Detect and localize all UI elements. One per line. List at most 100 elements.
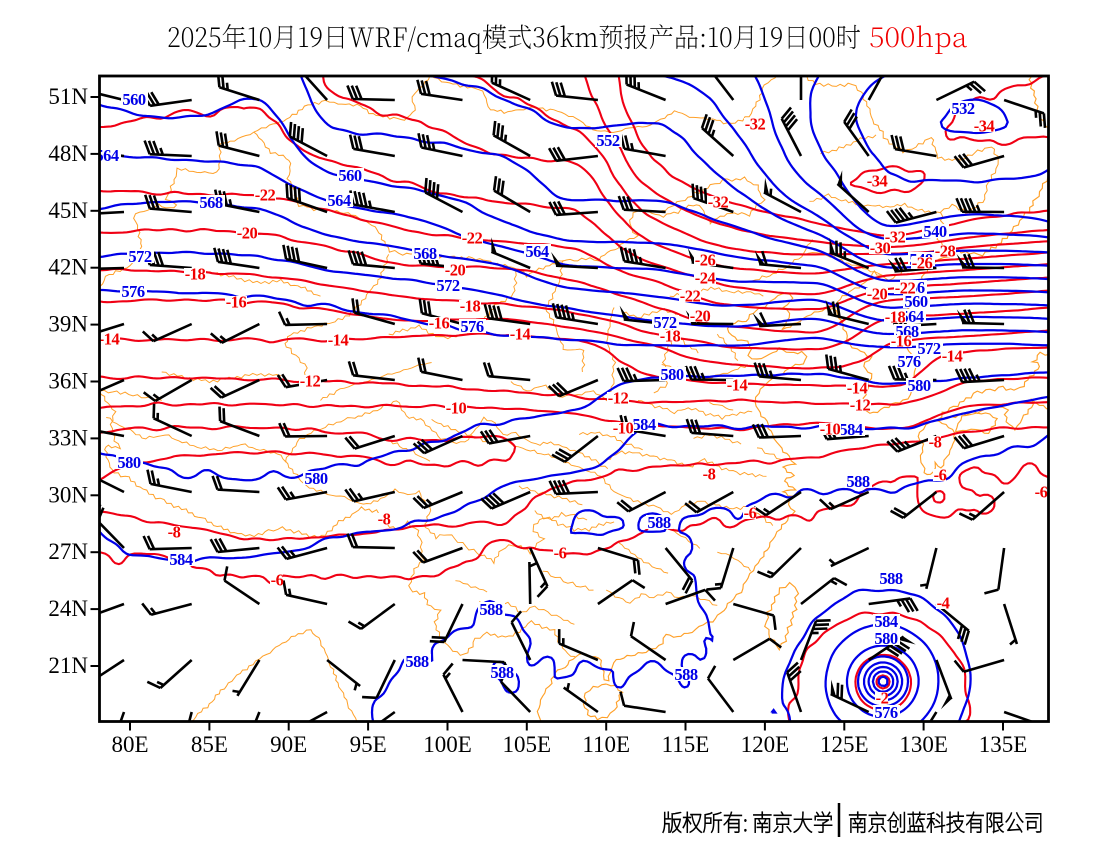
svg-text:-16: -16 [429,314,450,333]
svg-text:-24: -24 [695,269,716,288]
svg-text:-20: -20 [867,285,888,304]
svg-text:588: 588 [674,665,698,684]
svg-text:572: 572 [436,276,460,295]
svg-text:100E: 100E [423,732,472,757]
svg-text:-20: -20 [445,261,466,280]
svg-text:564: 564 [95,146,119,165]
svg-text:-30: -30 [870,239,891,258]
svg-text:580: 580 [304,469,328,488]
svg-text:580: 580 [117,453,141,472]
svg-text:-14: -14 [727,376,748,395]
svg-text:39N: 39N [48,312,88,337]
svg-text:-6: -6 [744,504,757,523]
svg-text:90E: 90E [270,732,307,757]
svg-text:-6: -6 [271,571,284,590]
svg-text:-26: -26 [912,254,933,273]
svg-text:-4: -4 [937,594,950,613]
svg-text:24N: 24N [48,596,88,621]
svg-text:-26: -26 [695,251,716,270]
svg-text:588: 588 [479,600,503,619]
svg-text:-34: -34 [974,117,995,136]
svg-text:-2: -2 [876,689,889,708]
svg-text:-6: -6 [554,544,567,563]
svg-text:-32: -32 [885,228,906,247]
svg-text:36N: 36N [48,369,88,394]
svg-text:564: 564 [327,191,351,210]
svg-text:-22: -22 [255,186,276,205]
svg-text:540: 540 [923,222,947,241]
svg-text:-32: -32 [745,115,766,134]
svg-text:580: 580 [907,376,931,395]
svg-text:580: 580 [874,629,898,648]
svg-text:-12: -12 [300,372,321,391]
svg-text:85E: 85E [191,732,228,757]
svg-text:-22: -22 [462,229,483,248]
svg-text:33N: 33N [48,425,88,450]
svg-text:560: 560 [122,90,146,109]
svg-text:588: 588 [846,472,870,491]
svg-text:584: 584 [632,415,656,434]
svg-text:564: 564 [525,242,549,261]
svg-text:-6: -6 [934,466,947,485]
svg-text:-8: -8 [378,510,391,529]
svg-text:-10: -10 [446,399,467,418]
svg-text:568: 568 [413,244,437,263]
svg-text:-12: -12 [608,389,629,408]
svg-text:576: 576 [897,352,921,371]
svg-text:105E: 105E [503,732,552,757]
svg-text:110E: 110E [582,732,630,757]
svg-text:584: 584 [169,550,193,569]
svg-text:-8: -8 [168,523,181,542]
svg-text:80E: 80E [111,732,148,757]
svg-text:560: 560 [338,166,362,185]
svg-text:588: 588 [490,663,514,682]
svg-text:-18: -18 [185,265,206,284]
svg-text:-8: -8 [703,465,716,484]
svg-text:135E: 135E [979,732,1028,757]
svg-text:51N: 51N [48,84,88,109]
svg-text:576: 576 [874,703,898,722]
svg-text:-14: -14 [510,325,531,344]
svg-text:-6: -6 [1035,483,1048,502]
svg-text:115E: 115E [662,732,710,757]
svg-text:-28: -28 [935,242,956,261]
svg-text:27N: 27N [48,539,88,564]
svg-text:532: 532 [951,99,975,118]
svg-text:-14: -14 [328,331,349,350]
svg-text:588: 588 [405,652,429,671]
svg-text:48N: 48N [48,141,88,166]
svg-text:120E: 120E [741,732,790,757]
svg-text:-14: -14 [847,379,868,398]
svg-text:-12: -12 [850,396,871,415]
svg-text:576: 576 [121,282,145,301]
svg-text:-18: -18 [885,308,906,327]
svg-text:588: 588 [647,513,671,532]
svg-text:-18: -18 [460,297,481,316]
svg-text:-32: -32 [708,193,729,212]
svg-text:-10: -10 [820,420,841,439]
svg-text:95E: 95E [350,732,387,757]
svg-text:584: 584 [874,612,898,631]
svg-text:45N: 45N [48,198,88,223]
svg-text:-20: -20 [690,307,711,326]
svg-text:-14: -14 [99,330,120,349]
svg-text:-22: -22 [680,287,701,306]
svg-text:-22: -22 [895,279,916,298]
svg-text:-16: -16 [891,332,912,351]
svg-text:-34: -34 [867,172,888,191]
svg-text:552: 552 [596,131,620,150]
svg-text:564: 564 [900,307,924,326]
svg-text:-20: -20 [237,224,258,243]
svg-text:30N: 30N [48,482,88,507]
svg-text:125E: 125E [820,732,869,757]
svg-text:572: 572 [917,339,941,358]
svg-text:588: 588 [879,569,903,588]
svg-text:572: 572 [653,313,677,332]
svg-text:-14: -14 [942,347,963,366]
svg-text:21N: 21N [48,653,88,678]
svg-text:576: 576 [460,317,484,336]
svg-text:560: 560 [904,292,928,311]
svg-text:-18: -18 [660,327,681,346]
svg-text:584: 584 [839,420,863,439]
svg-text:-10: -10 [613,419,634,438]
